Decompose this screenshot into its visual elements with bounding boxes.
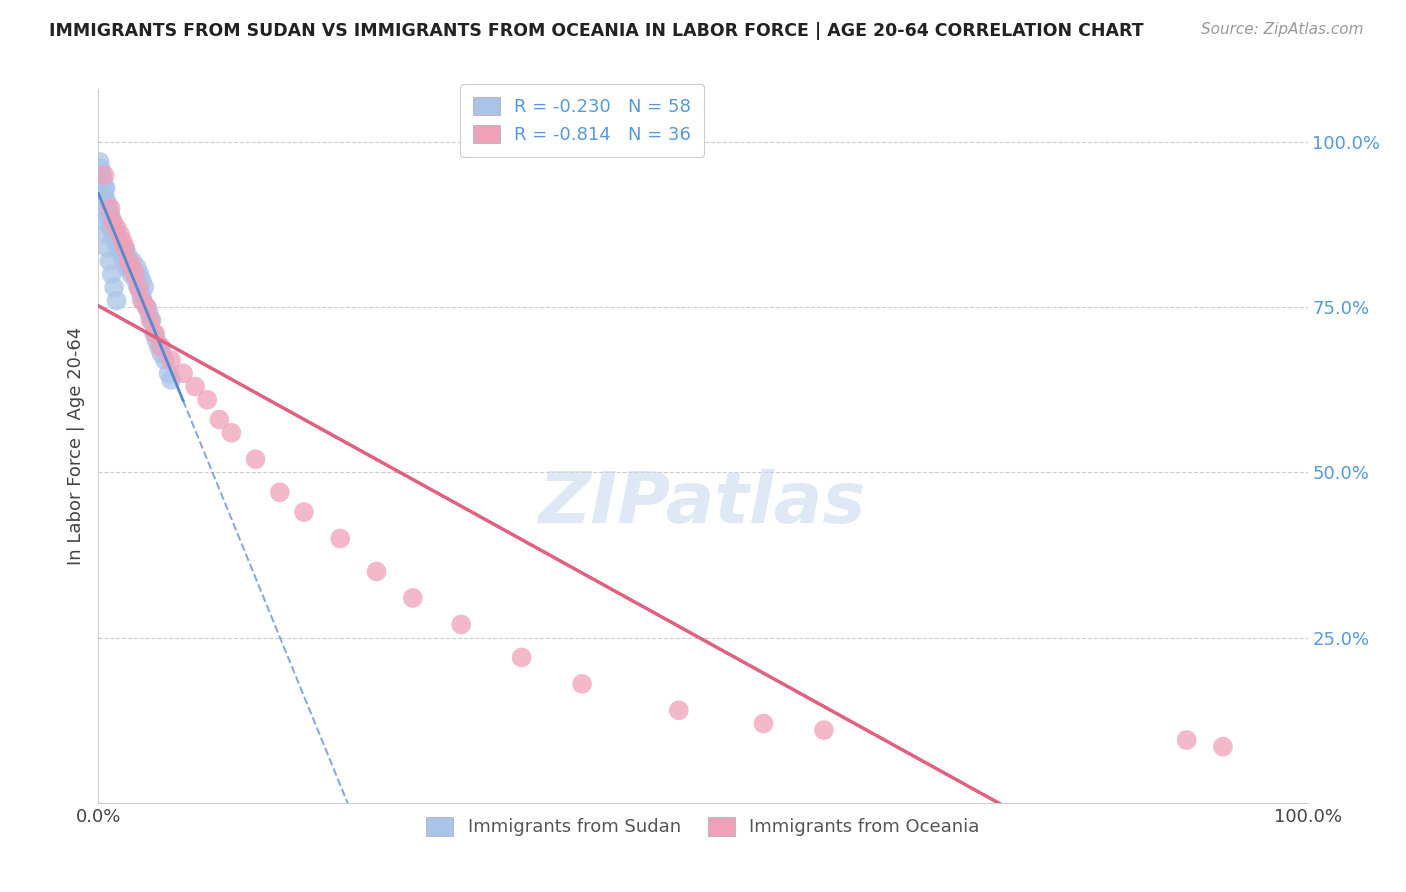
Point [141, 313, 163, 327]
Point [121, 254, 143, 268]
Point [127, 260, 149, 275]
Point [450, 617, 472, 632]
Point [111, 234, 134, 248]
Point [153, 353, 176, 368]
Point [101, 214, 124, 228]
Text: Source: ZipAtlas.com: Source: ZipAtlas.com [1201, 22, 1364, 37]
Point [100, 214, 122, 228]
Point [105, 293, 128, 308]
Point [96, 241, 118, 255]
Point [98, 214, 121, 228]
Point [157, 367, 180, 381]
Point [117, 247, 139, 261]
Point [103, 221, 125, 235]
Text: IMMIGRANTS FROM SUDAN VS IMMIGRANTS FROM OCEANIA IN LABOR FORCE | AGE 20-64 CORR: IMMIGRANTS FROM SUDAN VS IMMIGRANTS FROM… [49, 22, 1144, 40]
Y-axis label: In Labor Force | Age 20-64: In Labor Force | Age 20-64 [66, 326, 84, 566]
Point [138, 307, 160, 321]
Point [104, 234, 127, 248]
Point [160, 353, 183, 368]
Point [813, 723, 835, 738]
Point [292, 505, 315, 519]
Point [118, 260, 141, 275]
Point [118, 254, 141, 268]
Point [114, 241, 136, 255]
Point [96, 194, 118, 209]
Point [135, 300, 157, 314]
Point [184, 379, 207, 393]
Point [1212, 739, 1234, 754]
Point [100, 267, 122, 281]
Point [221, 425, 243, 440]
Point [91, 201, 114, 215]
Point [145, 333, 167, 347]
Point [135, 300, 157, 314]
Point [129, 287, 152, 301]
Point [98, 254, 121, 268]
Point [101, 227, 124, 242]
Point [1175, 733, 1198, 747]
Point [139, 313, 162, 327]
Text: ZIPatlas: ZIPatlas [540, 468, 866, 538]
Point [132, 293, 155, 308]
Point [91, 214, 114, 228]
Legend: Immigrants from Sudan, Immigrants from Oceania: Immigrants from Sudan, Immigrants from O… [415, 806, 991, 847]
Point [120, 267, 142, 281]
Point [105, 227, 128, 242]
Point [100, 221, 122, 235]
Point [94, 181, 117, 195]
Point [97, 208, 120, 222]
Point [127, 280, 149, 294]
Point [366, 565, 388, 579]
Point [124, 267, 146, 281]
Point [148, 340, 170, 354]
Point [111, 247, 134, 261]
Point [124, 267, 146, 281]
Point [134, 280, 156, 294]
Point [93, 188, 115, 202]
Point [150, 340, 173, 354]
Point [110, 241, 132, 255]
Point [160, 373, 183, 387]
Point [94, 227, 117, 242]
Point [269, 485, 291, 500]
Point [93, 181, 115, 195]
Point [245, 452, 267, 467]
Point [208, 412, 231, 426]
Point [108, 234, 131, 248]
Point [402, 591, 425, 605]
Point [752, 716, 775, 731]
Point [172, 367, 194, 381]
Point [100, 208, 122, 222]
Point [108, 227, 131, 242]
Point [127, 280, 149, 294]
Point [510, 650, 533, 665]
Point [112, 254, 135, 268]
Point [115, 260, 138, 275]
Point [103, 280, 125, 294]
Point [143, 326, 166, 341]
Point [150, 346, 173, 360]
Point [105, 221, 128, 235]
Point [131, 274, 153, 288]
Point [97, 201, 120, 215]
Point [93, 168, 115, 182]
Point [90, 161, 112, 176]
Point [125, 274, 148, 288]
Point [118, 254, 141, 268]
Point [143, 326, 166, 341]
Point [131, 293, 153, 308]
Point [107, 241, 129, 255]
Point [108, 247, 131, 261]
Point [91, 168, 114, 182]
Point [668, 703, 690, 717]
Point [195, 392, 218, 407]
Point [100, 201, 122, 215]
Point [114, 241, 136, 255]
Point [91, 175, 114, 189]
Point [128, 267, 150, 281]
Point [89, 154, 111, 169]
Point [121, 260, 143, 275]
Point [329, 532, 352, 546]
Point [571, 677, 593, 691]
